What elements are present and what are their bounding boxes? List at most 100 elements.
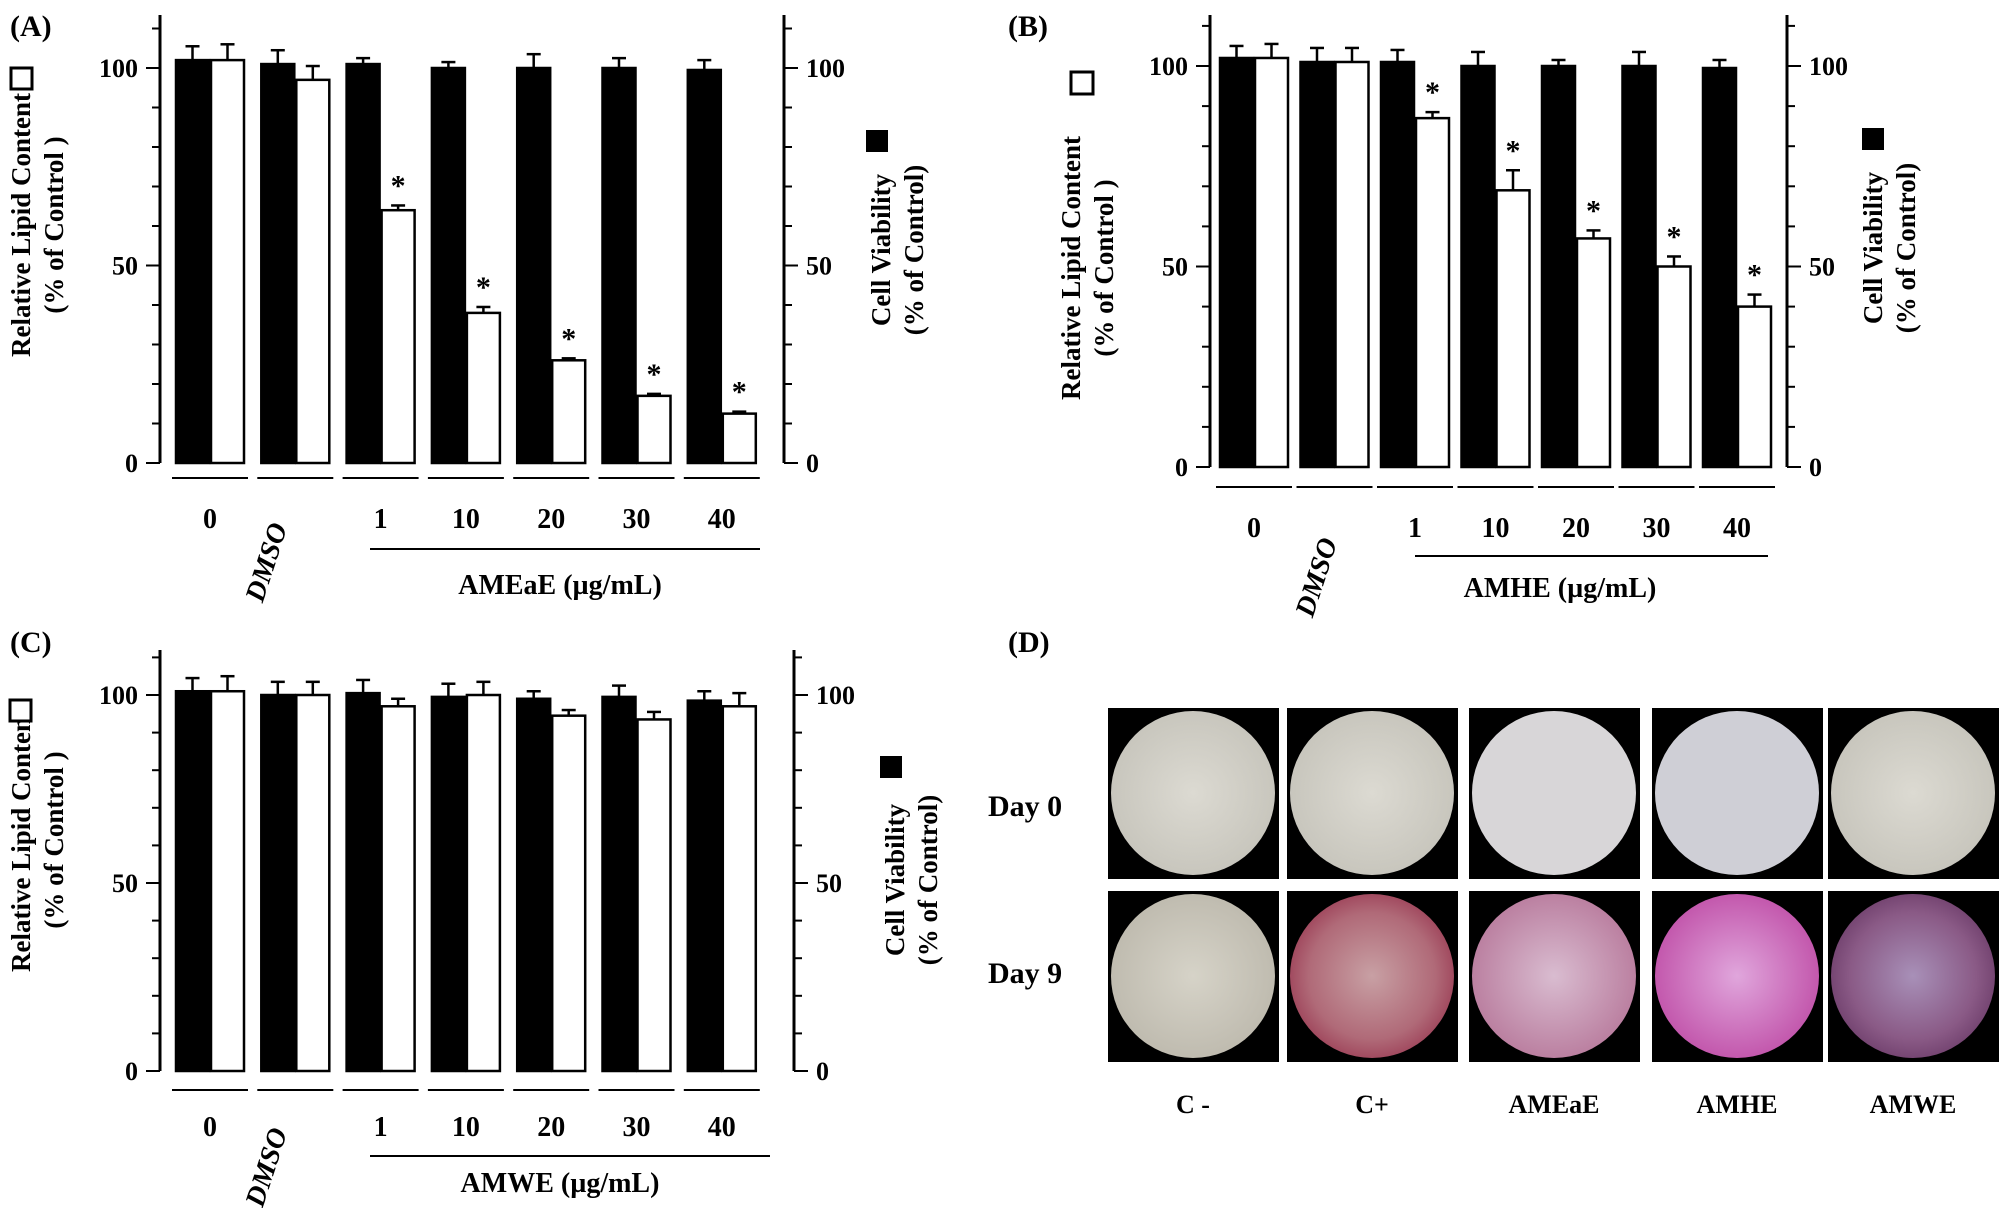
panel-b-category-label: 30 bbox=[1643, 513, 1671, 544]
panel-c-category-label: 10 bbox=[452, 1112, 480, 1143]
column-label-amwe: AMWE bbox=[1870, 1090, 1957, 1119]
panel-c-ytick-left-label: 0 bbox=[125, 1057, 138, 1086]
column-label-ameae: AMEaE bbox=[1509, 1090, 1600, 1119]
panel-a-significance-star: * bbox=[391, 169, 406, 202]
panel-a-significance-star: * bbox=[732, 376, 747, 409]
panel-c-bar-viability-2 bbox=[345, 691, 381, 1073]
panel-a-bar-lipid-0 bbox=[209, 58, 246, 465]
panel-b-bar-viability-4 bbox=[1540, 64, 1577, 469]
panel-b-bar-lipid-6 bbox=[1736, 305, 1773, 469]
panel-b-xlabel: AMHE (µg/mL) bbox=[1464, 573, 1657, 604]
panel-b-bar-viability-5 bbox=[1621, 64, 1657, 469]
panel-d-label: (D) bbox=[1008, 626, 1050, 659]
panel-a-ylabel-left-line1: Relative Lipid Content bbox=[6, 93, 36, 357]
panel-c-bar-viability-4 bbox=[515, 697, 552, 1073]
panel-a-category-label: 10 bbox=[452, 504, 480, 535]
well-ameae-day-0 bbox=[1469, 708, 1640, 879]
panel-a-significance-star: * bbox=[561, 322, 576, 355]
panel-b-bar-viability-0 bbox=[1218, 56, 1255, 469]
well-c-neg-day-0 bbox=[1108, 708, 1279, 879]
panel-a-ytick-right-label: 100 bbox=[806, 54, 845, 83]
panel-a-ytick-right-label: 50 bbox=[806, 252, 832, 281]
panel-c-ylabel-right-line1: Cell Viability bbox=[880, 803, 910, 956]
panel-c-bar-lipid-5 bbox=[636, 718, 672, 1073]
panel-b-category-label: 1 bbox=[1408, 513, 1422, 544]
panel-b-open-square-icon bbox=[1069, 70, 1095, 96]
panel-a-bar-lipid-3 bbox=[465, 311, 502, 465]
panel-c-bar-lipid-6 bbox=[721, 705, 758, 1073]
panel-a-category-label: 30 bbox=[623, 504, 651, 535]
panel-b-significance-star: * bbox=[1506, 134, 1521, 167]
column-label-c-pos: C+ bbox=[1355, 1090, 1389, 1119]
well-c-neg-day-9 bbox=[1108, 891, 1279, 1062]
panel-a-plot: 0 0 50 50 100 100 0 DMSO * 1 * 10 * 20 * 30 * 40 bbox=[99, 15, 845, 607]
panel-a-category-label: 1 bbox=[374, 504, 388, 535]
panel-b-ytick-right-label: 100 bbox=[1809, 52, 1848, 81]
panel-a-bar-viability-2 bbox=[345, 62, 381, 465]
panel-b-ytick-left-label: 100 bbox=[1149, 52, 1188, 81]
panel-c-bar-viability-3 bbox=[430, 695, 467, 1073]
panel-a-bar-lipid-1 bbox=[295, 78, 331, 465]
panel-b-ylabel-left-line1: Relative Lipid Content bbox=[1056, 136, 1086, 400]
column-label-amhe: AMHE bbox=[1697, 1090, 1778, 1119]
panel-c-ytick-right-label: 50 bbox=[816, 869, 842, 898]
well-amwe-day-0 bbox=[1828, 708, 1999, 879]
panel-b-category-label: 20 bbox=[1562, 513, 1590, 544]
panel-c-label: (C) bbox=[10, 626, 52, 659]
panel-b-ylabel-left-line2: (% of Control ) bbox=[1089, 179, 1119, 356]
column-label-c-neg: C - bbox=[1176, 1090, 1210, 1119]
panel-a-category-label-dmso: DMSO bbox=[239, 519, 294, 606]
panel-a-bar-lipid-5 bbox=[636, 394, 672, 465]
panel-a-xlabel: AMEaE (µg/mL) bbox=[458, 570, 662, 601]
panel-c-ytick-left-label: 50 bbox=[112, 869, 138, 898]
panel-b-ylabel-right-line1: Cell Viability bbox=[1858, 171, 1888, 324]
panel-a-bar-viability-1 bbox=[260, 62, 296, 465]
panel-a-ytick-left-label: 50 bbox=[112, 252, 138, 281]
well-c-pos-day-9 bbox=[1287, 891, 1458, 1062]
panel-a-ylabel-left-line2: (% of Control ) bbox=[39, 136, 69, 313]
panel-c-ylabel-right: Cell Viability (% of Control) bbox=[880, 795, 943, 965]
panel-c-ylabel-left-line2: (% of Control ) bbox=[39, 751, 69, 928]
panel-c-bar-lipid-4 bbox=[550, 714, 587, 1073]
panel-c-bar-lipid-0 bbox=[209, 689, 246, 1073]
panel-a-bar-viability-0 bbox=[174, 58, 211, 465]
row-label-day-9: Day 9 bbox=[988, 957, 1062, 990]
panel-b-category-label-dmso: DMSO bbox=[1289, 534, 1344, 621]
panel-a-bar-viability-6 bbox=[686, 68, 723, 465]
panel-a-ylabel-right-line1: Cell Viability bbox=[866, 173, 896, 326]
panel-b-bar-viability-6 bbox=[1701, 66, 1738, 469]
well-ameae-day-9 bbox=[1469, 891, 1640, 1062]
panel-a-ylabel-left: Relative Lipid Content (% of Control ) bbox=[6, 93, 69, 357]
panel-a-category-label: 20 bbox=[537, 504, 565, 535]
panel-a-filled-square-icon bbox=[866, 130, 888, 152]
panel-c-category-label: 1 bbox=[374, 1112, 388, 1143]
panel-b-significance-star: * bbox=[1425, 76, 1440, 109]
panel-c-filled-square-icon bbox=[880, 756, 902, 778]
panel-b-bar-lipid-1 bbox=[1334, 60, 1370, 469]
panel-c-ytick-right-label: 0 bbox=[816, 1057, 829, 1086]
panel-b-ytick-left-label: 0 bbox=[1175, 453, 1188, 482]
panel-a-bar-viability-4 bbox=[515, 66, 552, 465]
panel-c-category-label-dmso: DMSO bbox=[239, 1124, 294, 1208]
panel-a-bar-lipid-4 bbox=[550, 359, 587, 465]
panel-b-significance-star: * bbox=[1586, 194, 1601, 227]
panel-c-ylabel-left: Relative Lipid Content (% of Control ) bbox=[6, 708, 69, 972]
panel-a-significance-star: * bbox=[647, 358, 662, 391]
panel-a-category-label: 40 bbox=[708, 504, 736, 535]
panel-c: (C) 0 0 50 50 100 100 0 DMSO 1 10 20 30 40 Relative … bbox=[6, 626, 943, 1208]
panel-b-bar-viability-1 bbox=[1299, 60, 1335, 469]
panel-c-bar-viability-6 bbox=[686, 699, 723, 1073]
panel-a-bar-viability-5 bbox=[601, 66, 637, 465]
panel-c-category-label: 0 bbox=[203, 1112, 217, 1143]
well-amhe-day-0 bbox=[1652, 708, 1823, 879]
panel-c-category-label: 30 bbox=[623, 1112, 651, 1143]
panel-a: (A) 0 0 50 50 100 100 0 DMSO * 1 * 10 * 20 * 30 * 40 Rela… bbox=[6, 10, 929, 607]
panel-b-ytick-left-label: 50 bbox=[1162, 253, 1188, 282]
panel-a-ylabel-right: Cell Viability (% of Control) bbox=[866, 165, 929, 335]
panel-c-bar-viability-5 bbox=[601, 695, 637, 1073]
well-amhe-day-9 bbox=[1652, 891, 1823, 1062]
panel-b: (B) 0 0 50 50 100 100 0 DMSO * 1 * 10 * 20 * 30 * 40 Rela… bbox=[1008, 10, 1921, 622]
panel-a-significance-star: * bbox=[476, 271, 491, 304]
panel-a-bar-viability-3 bbox=[430, 66, 467, 465]
